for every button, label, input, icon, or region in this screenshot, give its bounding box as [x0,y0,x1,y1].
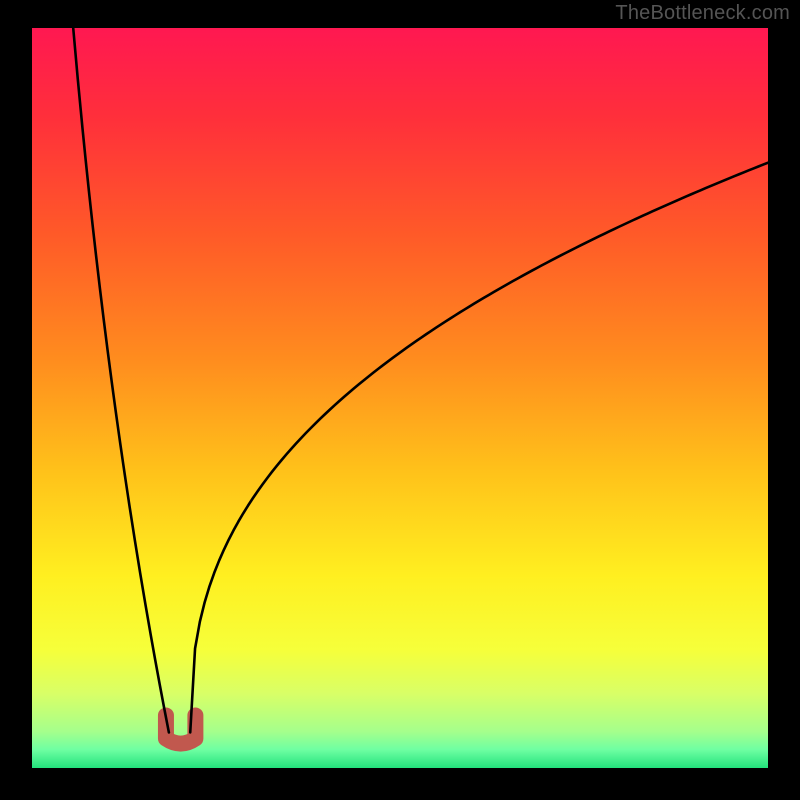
plot-area [32,28,768,768]
watermark-label: TheBottleneck.com [615,2,790,25]
chart-svg [32,28,768,768]
bottleneck-curve [73,28,768,732]
